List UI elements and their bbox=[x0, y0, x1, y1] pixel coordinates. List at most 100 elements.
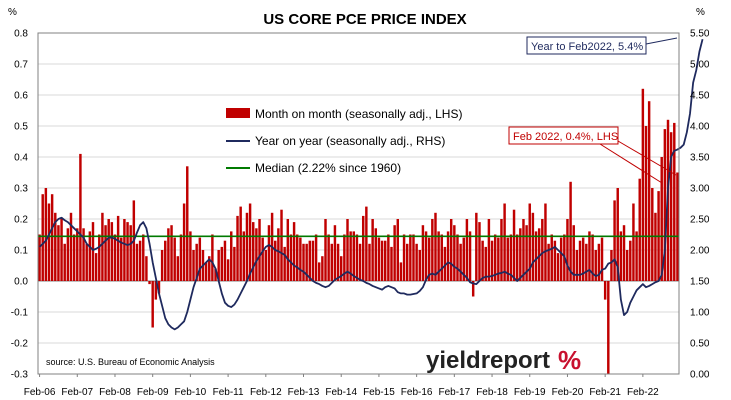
x-tick-label: Feb-14 bbox=[325, 387, 357, 398]
mom-bar bbox=[390, 246, 393, 281]
mom-bar bbox=[211, 234, 214, 281]
mom-bar bbox=[292, 222, 296, 281]
mom-bar bbox=[383, 240, 387, 281]
mom-bar bbox=[468, 231, 472, 281]
mom-bar bbox=[170, 225, 173, 281]
mom-bar bbox=[308, 240, 312, 281]
mom-bar bbox=[145, 256, 148, 281]
mom-bar bbox=[415, 243, 418, 281]
right-tick-label: 0.00 bbox=[690, 370, 710, 381]
annotation-mom-connector-1 bbox=[599, 143, 663, 184]
annotation-yoy: Year to Feb2022, 5.4% bbox=[526, 36, 678, 55]
mom-bar bbox=[503, 203, 506, 281]
mom-bar bbox=[116, 215, 120, 281]
right-tick-label: 4.50 bbox=[690, 91, 710, 102]
annotation-mom: Feb 2022, 0.4%, LHS bbox=[508, 126, 677, 184]
mom-bar bbox=[157, 281, 161, 294]
mom-bar bbox=[663, 129, 667, 281]
mom-bar bbox=[233, 246, 236, 281]
mom-bar bbox=[475, 212, 478, 281]
mom-bar bbox=[151, 281, 154, 328]
mom-bar bbox=[324, 219, 327, 281]
mom-bar bbox=[264, 250, 268, 281]
x-tick-label: Feb-16 bbox=[401, 387, 433, 398]
mom-bar bbox=[610, 250, 613, 281]
mom-bar bbox=[660, 157, 663, 281]
mom-bar bbox=[126, 222, 129, 281]
mom-bar bbox=[98, 234, 101, 281]
mom-bar bbox=[327, 234, 330, 281]
mom-bar bbox=[101, 212, 104, 281]
x-tick-label: Feb-15 bbox=[363, 387, 395, 398]
mom-bar bbox=[578, 240, 582, 281]
mom-bar bbox=[569, 181, 572, 281]
mom-bar bbox=[82, 228, 85, 281]
mom-bar bbox=[110, 222, 114, 281]
mom-bar bbox=[531, 212, 535, 281]
mom-bar bbox=[541, 219, 544, 281]
mom-bar bbox=[69, 212, 73, 281]
mom-bar bbox=[252, 222, 255, 281]
brand-logo-percent: % bbox=[558, 345, 581, 375]
mom-bar bbox=[186, 166, 189, 281]
mom-bar bbox=[676, 172, 679, 281]
mom-bar bbox=[613, 200, 616, 281]
mom-bar bbox=[154, 281, 158, 300]
mom-bar bbox=[57, 225, 60, 281]
mom-bar bbox=[553, 240, 557, 281]
mom-bar bbox=[481, 240, 484, 281]
mom-bar bbox=[330, 243, 334, 281]
line-series bbox=[38, 38, 704, 331]
mom-bar bbox=[38, 234, 41, 281]
mom-bar bbox=[559, 237, 563, 281]
right-tick-label: 5.50 bbox=[690, 29, 710, 40]
mom-bar bbox=[585, 243, 588, 281]
mom-bar bbox=[412, 234, 415, 281]
mom-bar bbox=[534, 231, 538, 281]
mom-bar bbox=[616, 188, 619, 281]
mom-bar bbox=[409, 234, 412, 281]
mom-bar bbox=[274, 240, 277, 281]
mom-bar bbox=[355, 234, 359, 281]
mom-bar bbox=[358, 243, 362, 281]
mom-bar bbox=[506, 237, 509, 281]
x-tick-label: Feb-12 bbox=[250, 387, 282, 398]
mom-bar bbox=[443, 246, 447, 281]
mom-bar bbox=[283, 246, 286, 281]
mom-bar bbox=[167, 228, 170, 281]
mom-bar bbox=[176, 256, 180, 281]
mom-bar bbox=[462, 237, 465, 281]
mom-bar bbox=[497, 237, 500, 281]
mom-bar bbox=[588, 231, 591, 281]
mom-bar bbox=[651, 188, 654, 281]
mom-bar bbox=[493, 234, 497, 281]
mom-bar bbox=[603, 281, 607, 300]
mom-bar bbox=[515, 234, 519, 281]
mom-bar bbox=[509, 234, 513, 281]
mom-bar bbox=[321, 256, 324, 281]
mom-bar bbox=[490, 240, 494, 281]
mom-bar bbox=[280, 209, 283, 281]
mom-bar bbox=[600, 237, 604, 281]
mom-bar bbox=[437, 231, 440, 281]
mom-bar bbox=[142, 234, 145, 281]
mom-bar bbox=[223, 240, 227, 281]
right-tick-label: 4.00 bbox=[690, 122, 710, 133]
mom-bar bbox=[299, 237, 302, 281]
mom-bar bbox=[622, 225, 626, 281]
mom-bar bbox=[449, 219, 453, 281]
mom-bar bbox=[214, 268, 217, 281]
mom-bar bbox=[226, 259, 230, 281]
mom-bar bbox=[339, 256, 343, 281]
left-tick-label: 0.2 bbox=[14, 215, 28, 226]
mom-bar bbox=[192, 250, 195, 281]
x-tick-label: Feb-08 bbox=[99, 387, 131, 398]
right-tick-label: 3.00 bbox=[690, 184, 710, 195]
right-axis: 0.00 0.50 1.00 1.50 2.00 2.50 3.00 3.50 4.00 4.50… bbox=[690, 29, 710, 381]
mom-bar bbox=[47, 203, 51, 281]
mom-bar bbox=[550, 234, 553, 281]
legend: Month on month (seasonally adj., LHS) Ye… bbox=[226, 107, 462, 175]
mom-bar bbox=[619, 231, 623, 281]
chart-title: US CORE PCE PRICE INDEX bbox=[263, 11, 466, 28]
